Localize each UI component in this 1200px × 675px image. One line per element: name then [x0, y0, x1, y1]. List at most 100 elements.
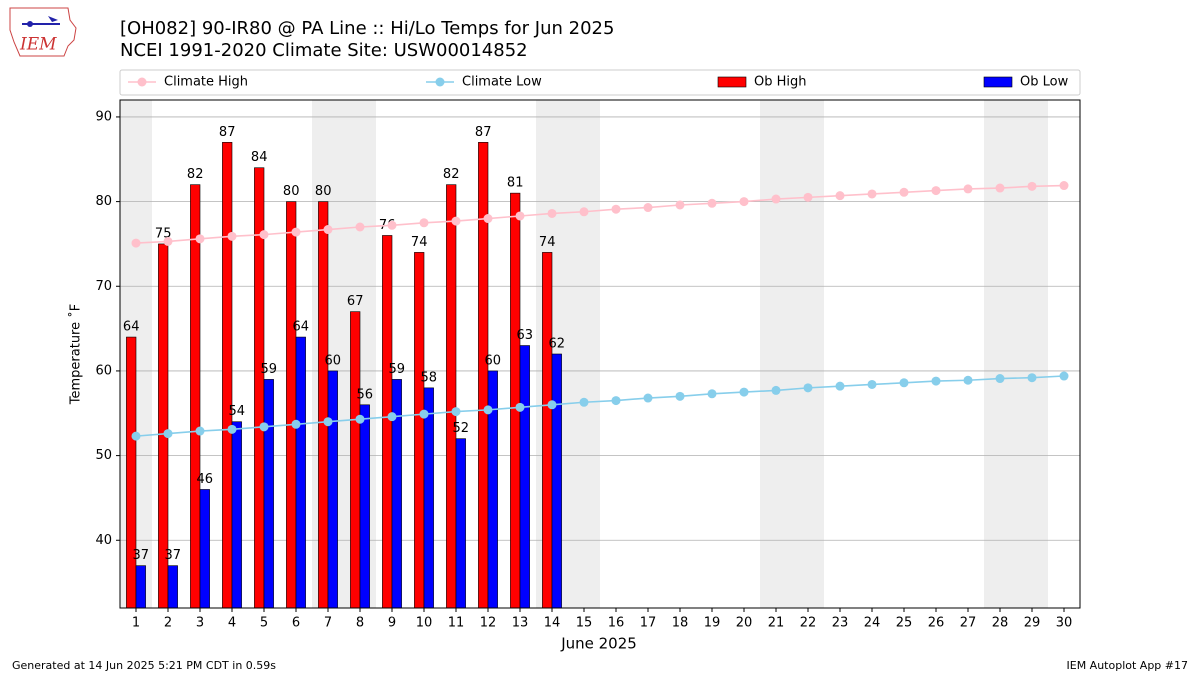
x-tick-label: 7 [324, 616, 332, 631]
legend-marker [137, 77, 147, 87]
point [547, 400, 557, 410]
point [963, 375, 973, 385]
data-label: 63 [517, 328, 534, 343]
logo-text: IEM [19, 35, 57, 55]
point [803, 192, 813, 202]
point [675, 200, 685, 210]
bar [455, 438, 466, 609]
point [1059, 181, 1069, 191]
data-label: 87 [219, 125, 236, 140]
bar [510, 192, 521, 609]
y-tick-label: 40 [95, 533, 112, 548]
data-label: 82 [443, 167, 460, 182]
footer-right: IEM Autoplot App #17 [1067, 659, 1189, 672]
x-tick-label: 13 [512, 616, 529, 631]
point [707, 198, 717, 208]
line [135, 375, 1065, 437]
point [611, 396, 621, 406]
point [579, 397, 589, 407]
footer-left: Generated at 14 Jun 2025 5:21 PM CDT in … [12, 659, 276, 672]
bar [382, 235, 393, 609]
point [803, 383, 813, 393]
point [643, 203, 653, 213]
x-tick-label: 24 [864, 616, 881, 631]
point [771, 194, 781, 204]
data-label: 60 [485, 353, 502, 368]
bar [359, 404, 370, 609]
logo: IEM [9, 7, 77, 57]
bar [318, 201, 329, 609]
bar [126, 336, 137, 609]
bar [167, 565, 178, 609]
bar [327, 370, 338, 609]
x-tick-label: 25 [896, 616, 913, 631]
data-label: 84 [251, 150, 268, 165]
point [227, 231, 237, 241]
x-tick-label: 26 [928, 616, 945, 631]
x-tick-label: 1 [132, 616, 140, 631]
x-tick-label: 28 [992, 616, 1009, 631]
y-tick-label: 70 [95, 279, 112, 294]
weekend-shade [984, 100, 1048, 608]
point [579, 207, 589, 217]
point [867, 189, 877, 199]
chart-subtitle: NCEI 1991-2020 Climate Site: USW00014852 [120, 40, 528, 61]
data-label: 82 [187, 167, 204, 182]
point [835, 191, 845, 201]
legend-swatch [983, 76, 1013, 88]
point [899, 187, 909, 197]
data-label: 56 [357, 387, 374, 402]
data-label: 46 [197, 472, 214, 487]
point [1059, 371, 1069, 381]
data-label: 52 [453, 421, 470, 436]
x-tick-label: 21 [768, 616, 785, 631]
x-axis-label: June 2025 [560, 635, 637, 653]
x-tick-label: 23 [832, 616, 849, 631]
point [291, 419, 301, 429]
bar [446, 184, 457, 609]
point [387, 412, 397, 422]
data-label: 59 [389, 362, 406, 377]
point [323, 225, 333, 235]
bar [135, 565, 146, 609]
point [707, 389, 717, 399]
point [995, 374, 1005, 384]
plot-frame [119, 99, 1081, 609]
x-tick-label: 6 [292, 616, 300, 631]
point [675, 391, 685, 401]
bar [190, 184, 201, 609]
point [963, 184, 973, 194]
data-label: 60 [325, 353, 342, 368]
data-label: 59 [261, 362, 278, 377]
data-label: 62 [549, 337, 566, 352]
bar [199, 489, 210, 609]
point [131, 238, 141, 248]
point [1027, 181, 1037, 191]
point [419, 218, 429, 228]
x-tick-label: 3 [196, 616, 204, 631]
x-tick-label: 9 [388, 616, 396, 631]
chart-title: [OH082] 90-IR80 @ PA Line :: Hi/Lo Temps… [120, 18, 614, 39]
point [643, 393, 653, 403]
x-tick-label: 4 [228, 616, 236, 631]
x-tick-label: 14 [544, 616, 561, 631]
point [131, 431, 141, 441]
point [163, 429, 173, 439]
x-tick-label: 15 [576, 616, 593, 631]
x-tick-label: 27 [960, 616, 977, 631]
point [931, 376, 941, 386]
point [227, 424, 237, 434]
data-label: 64 [293, 320, 310, 335]
legend-label: Ob High [754, 75, 807, 90]
point [483, 405, 493, 415]
bar [295, 336, 306, 609]
bar [222, 142, 233, 609]
point [451, 216, 461, 226]
point [259, 230, 269, 240]
x-tick-label: 30 [1056, 616, 1073, 631]
point [867, 379, 877, 389]
x-tick-label: 18 [672, 616, 689, 631]
legend-box [119, 69, 1081, 96]
y-tick-label: 90 [95, 109, 112, 124]
